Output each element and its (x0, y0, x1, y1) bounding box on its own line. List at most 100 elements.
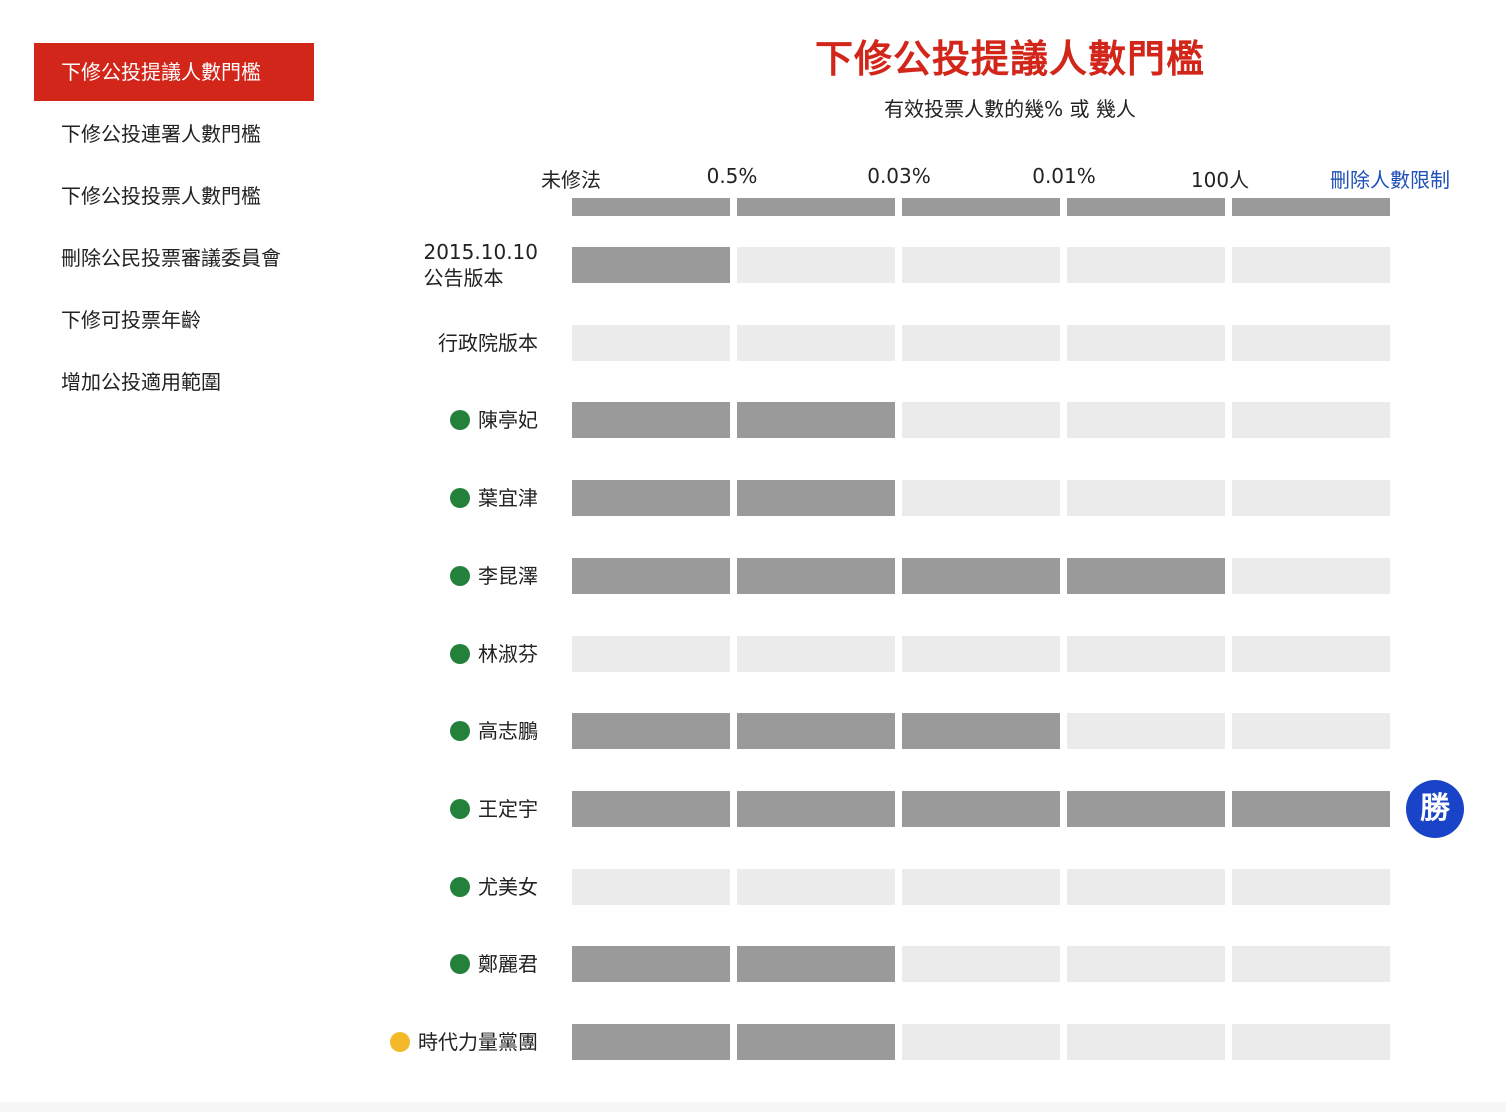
row-label: 鄭麗君 (450, 951, 538, 977)
cell-empty (1067, 869, 1225, 905)
cell-filled (572, 402, 730, 438)
column-header: 100人 (1190, 168, 1250, 192)
cell-empty (902, 247, 1060, 283)
row-label-line: 2015.10.10 (423, 240, 538, 264)
cell-empty (1067, 325, 1225, 361)
cell-filled (572, 247, 730, 283)
row-label-text: 葉宜津 (478, 485, 538, 511)
column-header-bar (1067, 198, 1225, 216)
cell-filled (572, 480, 730, 516)
cell-empty (902, 636, 1060, 672)
page-title: 下修公投提議人數門檻 (814, 37, 1205, 81)
row-label: 時代力量黨團 (390, 1029, 538, 1055)
cell-empty (902, 402, 1060, 438)
cell-empty (902, 869, 1060, 905)
row-label-line: 葉宜津 (478, 486, 538, 510)
row-label: 李昆澤 (450, 563, 538, 589)
cell-filled (572, 946, 730, 982)
cell-empty (1067, 636, 1225, 672)
cell-empty (1232, 325, 1390, 361)
cell-filled (572, 1024, 730, 1060)
row-label-text: 高志鵬 (478, 718, 538, 744)
cell-empty (737, 325, 895, 361)
row-label: 尤美女 (450, 874, 538, 900)
cell-empty (737, 636, 895, 672)
sidebar-item-remove-review-committee[interactable]: 刪除公民投票審議委員會 (61, 246, 281, 270)
row-label-text: 王定宇 (478, 796, 538, 822)
cell-empty (1232, 1024, 1390, 1060)
cell-filled (1067, 791, 1225, 827)
page-subtitle: 有效投票人數的幾% 或 幾人 (884, 97, 1136, 121)
cell-filled (1232, 791, 1390, 827)
party-dot-green-icon (450, 644, 470, 664)
column-header: 0.01% (1032, 164, 1096, 188)
cell-filled (737, 402, 895, 438)
cell-empty (1067, 946, 1225, 982)
row-label: 王定宇 (450, 796, 538, 822)
row-label-line: 李昆澤 (478, 564, 538, 588)
cell-empty (1067, 247, 1225, 283)
bottom-strip (0, 1102, 1506, 1112)
sidebar-item-proposal-threshold[interactable]: 下修公投提議人數門檻 (34, 43, 314, 101)
row-label-text: 2015.10.10 公告版本 (423, 239, 538, 291)
column-header: 0.5% (706, 164, 758, 188)
cell-empty (1232, 713, 1390, 749)
sidebar-item-voting-threshold[interactable]: 下修公投投票人數門檻 (61, 184, 261, 208)
cell-empty (1067, 480, 1225, 516)
row-label-line: 陳亭妃 (478, 408, 538, 432)
cell-empty (1232, 946, 1390, 982)
column-header: 刪除人數限制 (1330, 168, 1450, 192)
row-label-text: 李昆澤 (478, 563, 538, 589)
cell-empty (902, 480, 1060, 516)
party-dot-yellow-icon (390, 1032, 410, 1052)
cell-empty (572, 869, 730, 905)
row-label-line: 時代力量黨團 (418, 1030, 538, 1054)
row-label-text: 林淑芬 (478, 641, 538, 667)
winner-badge: 勝 (1406, 780, 1464, 838)
party-dot-green-icon (450, 954, 470, 974)
cell-empty (902, 946, 1060, 982)
cell-filled (572, 558, 730, 594)
party-dot-green-icon (450, 566, 470, 586)
row-label-text: 鄭麗君 (478, 951, 538, 977)
cell-filled (572, 791, 730, 827)
row-label-line: 鄭麗君 (478, 952, 538, 976)
party-dot-green-icon (450, 488, 470, 508)
column-header-bar (572, 198, 730, 216)
sidebar-item-voting-age[interactable]: 下修可投票年齡 (61, 308, 201, 332)
cell-filled (902, 558, 1060, 594)
row-label: 行政院版本 (438, 330, 538, 356)
cell-empty (902, 1024, 1060, 1060)
row-label-line: 公告版本 (423, 266, 504, 290)
cell-empty (572, 325, 730, 361)
column-header: 未修法 (541, 168, 601, 192)
cell-empty (1232, 402, 1390, 438)
cell-filled (572, 713, 730, 749)
row-label-text: 尤美女 (478, 874, 538, 900)
column-header-bar (902, 198, 1060, 216)
cell-empty (737, 247, 895, 283)
cell-filled (737, 946, 895, 982)
cell-empty (1232, 480, 1390, 516)
row-label: 2015.10.10 公告版本 (423, 239, 538, 291)
cell-empty (1067, 1024, 1225, 1060)
row-label-text: 陳亭妃 (478, 407, 538, 433)
column-header-bar (737, 198, 895, 216)
column-header: 0.03% (867, 164, 931, 188)
row-label: 陳亭妃 (450, 407, 538, 433)
sidebar-item-referendum-scope[interactable]: 增加公投適用範圍 (61, 370, 221, 394)
row-label-line: 行政院版本 (438, 331, 538, 355)
sidebar-nav: 下修公投提議人數門檻 下修公投連署人數門檻 下修公投投票人數門檻 刪除公民投票審… (34, 43, 314, 415)
party-dot-green-icon (450, 721, 470, 741)
row-label-text: 時代力量黨團 (418, 1029, 538, 1055)
cell-empty (572, 636, 730, 672)
cell-empty (737, 869, 895, 905)
row-label: 林淑芬 (450, 641, 538, 667)
cell-filled (1067, 558, 1225, 594)
cell-filled (737, 480, 895, 516)
cell-filled (902, 713, 1060, 749)
sidebar-item-signature-threshold[interactable]: 下修公投連署人數門檻 (61, 122, 261, 146)
cell-filled (902, 791, 1060, 827)
cell-empty (1232, 558, 1390, 594)
row-label: 葉宜津 (450, 485, 538, 511)
